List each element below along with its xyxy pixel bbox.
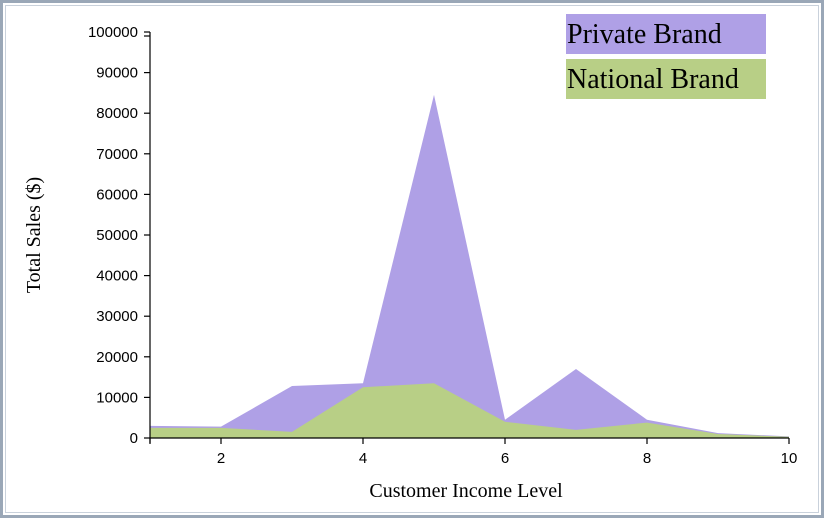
x-tick-label: 6 [501, 450, 509, 467]
y-axis-title: Total Sales ($) [23, 177, 45, 293]
y-axis: 0 10000 20000 30000 40000 50000 60000 70000 8000… [88, 24, 151, 447]
y-tick-label: 10000 [96, 389, 138, 406]
legend: Private Brand National Brand [566, 14, 766, 99]
legend-swatch-national-brand [566, 59, 766, 99]
x-tick-label: 10 [781, 450, 798, 467]
x-tick-label: 8 [643, 450, 651, 467]
x-axis-title: Customer Income Level [369, 480, 563, 502]
legend-label-national-brand: National Brand [567, 64, 739, 95]
area-private-brand [150, 94, 789, 439]
y-tick-label: 80000 [96, 105, 138, 122]
y-tick-label: 40000 [96, 268, 138, 285]
y-tick-label: 30000 [96, 308, 138, 325]
x-axis: 2 4 6 8 10 [149, 437, 798, 467]
legend-swatch-private-brand [566, 14, 766, 54]
legend-label-private-brand: Private Brand [567, 19, 722, 50]
area-national-brand [150, 383, 789, 438]
x-tick-label: 2 [217, 450, 225, 467]
y-tick-label: 70000 [96, 146, 138, 163]
y-tick-label: 20000 [96, 349, 138, 366]
area-series-group [150, 94, 789, 439]
y-tick-label: 60000 [96, 186, 138, 203]
y-tick-label: 100000 [88, 24, 138, 41]
y-tick-label: 90000 [96, 65, 138, 82]
y-tick-label: 50000 [96, 227, 138, 244]
y-tick-label: 0 [130, 430, 138, 447]
x-tick-label: 4 [359, 450, 367, 467]
